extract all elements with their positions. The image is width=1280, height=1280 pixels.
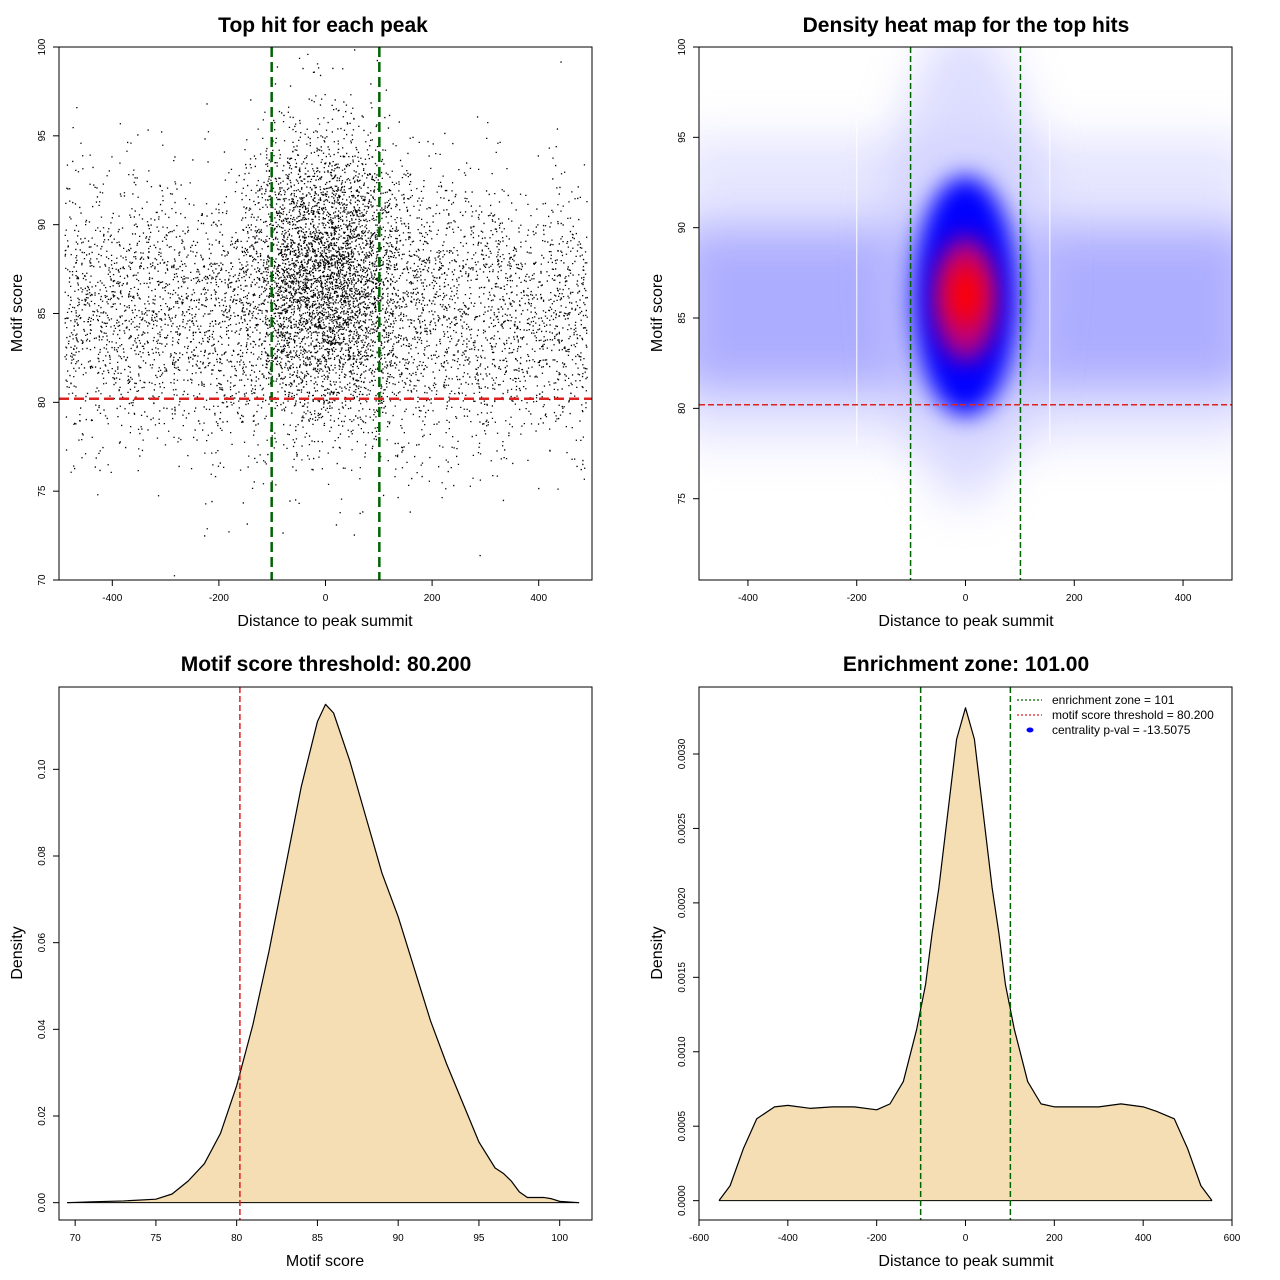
y-tick-label: 85 <box>37 308 48 320</box>
y-tick-label: 95 <box>37 130 48 142</box>
y-tick-label: 80 <box>37 396 48 408</box>
plot-frame <box>58 46 593 581</box>
x-tick-label: 95 <box>473 1233 485 1244</box>
x-tick-label: 200 <box>1066 593 1083 604</box>
y-tick-label: 75 <box>37 485 48 497</box>
y-tick-label: 0.06 <box>37 932 48 952</box>
panel-heatmap-title: Density heat map for the top hits <box>803 14 1130 37</box>
y-tick-label: 0.0000 <box>677 1185 688 1216</box>
scatter-points <box>64 49 588 577</box>
y-tick-label: 100 <box>37 38 48 55</box>
density-fill <box>67 704 580 1203</box>
x-tick-label: -200 <box>209 593 229 604</box>
x-tick-label: 75 <box>150 1233 162 1244</box>
panel-scatter-ylabel: Motif score <box>9 274 26 352</box>
x-tick-label: -400 <box>778 1233 798 1244</box>
y-tick-label: 0.00 <box>37 1192 48 1212</box>
y-tick-label: 0.04 <box>37 1019 48 1039</box>
panel-distance-density-xlabel: Distance to peak summit <box>878 1253 1054 1270</box>
x-tick-label: -400 <box>102 593 122 604</box>
x-tick-label: 100 <box>551 1233 568 1244</box>
x-tick-label: 0 <box>963 1233 969 1244</box>
y-tick-label: 0.0010 <box>677 1036 688 1067</box>
y-tick-label: 95 <box>677 131 688 143</box>
x-tick-label: 600 <box>1224 1233 1241 1244</box>
y-tick-label: 0.08 <box>37 846 48 866</box>
panel-scatter-title: Top hit for each peak <box>218 14 428 37</box>
x-tick-label: 400 <box>1135 1233 1152 1244</box>
x-tick-label: 85 <box>312 1233 324 1244</box>
x-tick-label: -400 <box>738 593 758 604</box>
density-curve <box>67 703 580 1204</box>
heatmap-peak <box>947 262 984 327</box>
panel-distance-density-ylabel: Density <box>649 926 666 979</box>
y-tick-label: 0.0005 <box>677 1110 688 1141</box>
legend-entry: motif score threshold = 80.200 <box>1052 708 1214 722</box>
y-tick-label: 80 <box>677 402 688 414</box>
x-tick-label: 200 <box>424 593 441 604</box>
legend-entry: centrality p-val = -13.5075 <box>1052 723 1191 737</box>
y-tick-label: 100 <box>677 38 688 55</box>
heatmap-density <box>699 47 1232 580</box>
y-tick-label: 0.0030 <box>677 738 688 769</box>
y-tick-label: 85 <box>677 312 688 324</box>
y-tick-label: 0.0015 <box>677 962 688 993</box>
y-tick-label: 75 <box>677 493 688 505</box>
panel-heatmap-xlabel: Distance to peak summit <box>878 613 1054 630</box>
panel-score-density-xlabel: Motif score <box>286 1253 364 1270</box>
panel-scatter-xlabel: Distance to peak summit <box>237 613 413 630</box>
y-tick-label: 70 <box>37 574 48 586</box>
y-tick-label: 0.10 <box>37 759 48 779</box>
panel-score-density: Motif score threshold: 80.200 Motif scor… <box>9 653 593 1270</box>
density-fill <box>718 707 1213 1201</box>
panel-score-density-ylabel: Density <box>9 926 26 979</box>
panel-heatmap-ylabel: Motif score <box>649 274 666 352</box>
panel-distance-density-title: Enrichment zone: 101.00 <box>843 653 1089 676</box>
panel-scatter: Top hit for each peak Distance to peak s… <box>9 14 593 630</box>
panel-heatmap: Density heat map for the top hits Distan… <box>649 14 1233 630</box>
x-tick-label: 80 <box>231 1233 243 1244</box>
legend-entry: enrichment zone = 101 <box>1052 693 1175 707</box>
x-tick-label: 200 <box>1046 1233 1063 1244</box>
x-tick-label: 90 <box>393 1233 405 1244</box>
panel-distance-density: Enrichment zone: 101.00 Distance to peak… <box>649 653 1241 1270</box>
x-tick-label: -200 <box>847 593 867 604</box>
legend-swatch <box>1026 727 1034 733</box>
scatter-point <box>64 49 588 577</box>
y-tick-label: 0.0025 <box>677 813 688 844</box>
plot-frame <box>58 686 593 1221</box>
x-tick-label: -600 <box>689 1233 709 1244</box>
y-tick-label: 0.02 <box>37 1106 48 1126</box>
x-tick-label: 0 <box>323 593 329 604</box>
x-tick-label: 0 <box>963 593 969 604</box>
x-tick-label: -200 <box>867 1233 887 1244</box>
x-tick-label: 400 <box>1175 593 1192 604</box>
density-curve <box>718 707 1213 1202</box>
panel-score-density-title: Motif score threshold: 80.200 <box>181 653 472 676</box>
y-tick-label: 90 <box>37 219 48 231</box>
x-tick-label: 70 <box>70 1233 82 1244</box>
y-tick-label: 0.0020 <box>677 887 688 918</box>
x-tick-label: 400 <box>530 593 547 604</box>
y-tick-label: 90 <box>677 222 688 234</box>
